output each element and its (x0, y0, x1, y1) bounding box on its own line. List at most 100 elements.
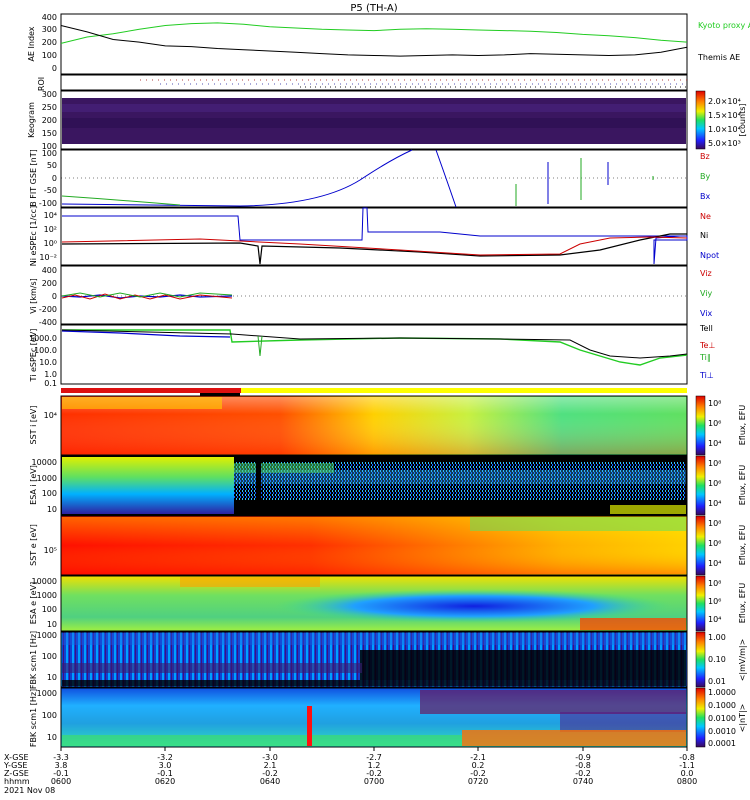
esa-electron-ytick: 10 (47, 620, 57, 629)
esa-electron-ytick: 10000 (32, 577, 57, 586)
velocity-ytick: 0 (52, 292, 57, 301)
fbk-scm-ylabel: FBK scm1 [Hz] (29, 689, 38, 747)
panel-temperature: Ti eSPEc [eV] 1000.0 100.0 10.0 1.0 0.1 … (29, 324, 715, 388)
fbk-edc-ytick: 10 (47, 673, 57, 682)
esa-ion-ytick: 100 (42, 489, 57, 498)
fbk-edc-cbar-tick: 1.00 (708, 633, 726, 642)
keogram-colorbar (695, 90, 706, 150)
bfield-ytick: -100 (39, 199, 57, 208)
temp-legend: Ti⊥ (699, 371, 714, 380)
density-legend: Ne (700, 212, 711, 221)
mode-bar (61, 388, 687, 396)
fbk-scm-cbar-label: <|nT|> (738, 704, 747, 733)
temp-ytick: 100.0 (34, 346, 57, 355)
fbk-edc-ylabel: FBK scm1 [Hz] (29, 631, 38, 689)
esa-ion-ylabel: ESA i [eV] (29, 465, 38, 505)
esa-ion-ytick: 10 (47, 505, 57, 514)
panel-ae-index: AE Index 400 300 200 100 0 Kyoto proxy A… (27, 13, 750, 75)
ae-ytick: 0 (52, 64, 57, 73)
temp-tell-line (61, 329, 688, 359)
temp-spike (257, 335, 263, 357)
ae-ylabel: AE Index (27, 26, 36, 61)
keogram-ytick: 200 (42, 116, 57, 125)
density-ne-line (61, 236, 688, 256)
xval: 0.0 (681, 769, 694, 778)
panel-esa-electron: ESA e [eV] 10000 1000 100 10 (29, 575, 688, 632)
bfield-bx-curve (61, 149, 413, 207)
fbk-scm-ytick: 100 (42, 711, 57, 720)
eflux-cbar-label: Eflux, EFU (738, 525, 747, 566)
density-ytick: 10² (44, 225, 57, 234)
panel-velocity: Vi [km/s] 400 200 0 -200 -400 Viz Viy Vi… (29, 265, 713, 327)
panel-sst-ion: SST i [eV] 10⁴ (29, 395, 688, 456)
keogram-cbar-tick: 5.0×10³ (708, 139, 741, 148)
fbk-edc-ytick: 100 (42, 652, 57, 661)
eflux-cbar-tick: 10⁶ (708, 419, 721, 428)
eflux-cbar-tick: 10⁶ (708, 479, 721, 488)
xrow-label: X-GSE (4, 753, 29, 762)
xval: -2.1 (470, 753, 486, 762)
density-ni-line (61, 233, 687, 265)
fbk-edc-ytick: 1000 (37, 631, 57, 640)
sst-electron-ytick: 10⁵ (44, 546, 57, 555)
keogram-cbar-label: [counts] (738, 104, 747, 137)
density-ytick: 10⁴ (44, 211, 57, 220)
esa-ion-ytick: 10000 (32, 458, 57, 467)
xval: 0640 (260, 777, 280, 786)
panel-sst-electron: SST e [eV] 10⁵ (29, 515, 688, 576)
keogram-ytick: 250 (42, 103, 57, 112)
bfield-by-curve (61, 195, 181, 206)
esa-electron-ylabel: ESA e [eV] (29, 582, 38, 624)
bfield-legend: Bx (700, 192, 710, 201)
temp-tiperp-line (61, 330, 231, 338)
xval: 2.1 (264, 761, 277, 770)
velocity-viz-line (61, 293, 233, 300)
xval: 0700 (364, 777, 384, 786)
temp-ytick: 1.0 (44, 370, 57, 379)
keogram-ytick: 150 (42, 129, 57, 138)
xval: -0.1 (53, 769, 69, 778)
temp-ylabel: Ti eSPEc [eV] (29, 329, 38, 383)
xval: -0.2 (262, 769, 278, 778)
ae-ytick: 200 (42, 38, 57, 47)
ae-ytick: 100 (42, 51, 57, 60)
date-label: 2021 Nov 08 (4, 786, 55, 795)
keogram-ylabel: Keogram (27, 102, 36, 138)
temp-legend: Ti∥ (699, 353, 711, 362)
keogram-cbar-tick: 2.0×10⁴ (708, 97, 741, 106)
panel-bfield: B FIT GSE [nT] 100 50 0 -50 -100 Bz By B… (29, 149, 710, 208)
panel-keogram: Keogram 300 250 200 150 100 2.0×10⁴ 1.5×… (27, 90, 747, 151)
sst-ion-ylabel: SST i [eV] (29, 406, 38, 445)
density-legend: Npot (700, 251, 719, 260)
temp-legend: Te⊥ (699, 341, 715, 350)
density-ylabel: Ni eSPEc [1/cc] (29, 206, 38, 266)
density-legend: Ni (700, 231, 708, 240)
xval: -0.9 (575, 753, 591, 762)
ae-legend-kyoto: Kyoto proxy AE (698, 21, 750, 30)
esa-ion-ytick: 1000 (37, 474, 57, 483)
eflux-cbar-tick: 10⁴ (708, 615, 721, 624)
panel-roi: ROI (37, 74, 688, 91)
keogram-cbar-tick: 1.0×10⁴ (708, 125, 741, 134)
eflux-cbar-label: Eflux, EFU (738, 583, 747, 624)
eflux-colorbars: 10⁸ 10⁶ 10⁴ Eflux, EFU 10⁸ 10⁶ 10⁴ Eflux… (695, 395, 747, 632)
temp-tipar-line (62, 329, 688, 366)
ae-themis-line (60, 25, 688, 57)
bfield-ytick: -50 (44, 186, 57, 195)
eflux-cbar-tick: 10⁴ (708, 559, 721, 568)
fbk-scm-cbar-tick: 0.0001 (708, 739, 736, 748)
xval: -1.1 (679, 761, 695, 770)
fbk-edc-cbar-tick: 0.01 (708, 677, 726, 686)
fbk-scm-cbar-tick: 0.0010 (708, 727, 736, 736)
temp-ytick: 0.1 (44, 379, 57, 388)
keogram-cbar-tick: 1.5×10⁴ (708, 111, 741, 120)
fbk-scm-cbar-tick: 1.0000 (708, 688, 736, 697)
x-axis-annotations: X-GSE Y-GSE Z-GSE hhmm 2021 Nov 08 -3.3 … (3, 753, 697, 795)
xval: -0.8 (575, 761, 591, 770)
ae-legend-themis: Themis AE (697, 53, 740, 62)
plot-title: P5 (TH-A) (350, 3, 397, 14)
ae-ytick: 400 (42, 13, 57, 22)
xval: 0800 (677, 777, 697, 786)
velocity-ytick: -200 (39, 305, 57, 314)
temp-ytick: 1000.0 (29, 334, 57, 343)
